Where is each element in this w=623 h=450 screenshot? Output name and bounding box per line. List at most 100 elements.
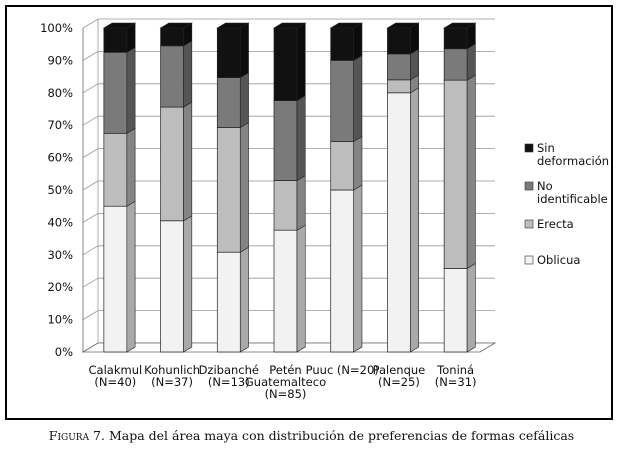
bar-segment — [330, 27, 355, 61]
x-category-label: (N=37) — [151, 375, 193, 389]
y-tick-label: 20% — [47, 280, 73, 294]
bar-segment — [443, 79, 468, 269]
bar-segment-side — [296, 175, 306, 231]
bar-top — [216, 22, 250, 29]
bar-segment — [273, 180, 298, 231]
bar-segment-side — [353, 54, 363, 142]
bar-segment-side — [239, 121, 249, 253]
y-tick-label: 70% — [47, 118, 73, 132]
x-category-label: Guatemalteco — [245, 375, 326, 389]
bar-segment — [273, 229, 298, 353]
bar-segment — [160, 45, 184, 108]
bar-segment — [160, 106, 184, 222]
gridline-depth — [82, 148, 99, 158]
bar-segment — [160, 27, 184, 47]
bar-segment-side — [353, 22, 363, 61]
legend-swatch — [524, 143, 534, 153]
x-category-label: Calakmul — [89, 363, 143, 377]
y-tick-label: 80% — [47, 86, 73, 100]
legend-swatch — [524, 219, 534, 229]
bar-top — [329, 22, 364, 29]
bars — [102, 22, 477, 353]
bar-segment — [103, 27, 128, 53]
gridline-depth — [82, 310, 99, 320]
bar-segment — [330, 189, 355, 353]
bar-segment-side — [353, 135, 363, 191]
bar-segment-side — [239, 246, 249, 353]
x-category-label: Dzibanché — [199, 363, 259, 377]
bar-segment — [387, 92, 411, 353]
bar-top — [102, 22, 137, 29]
y-tick-label: 30% — [47, 248, 73, 262]
bar-segment — [216, 127, 241, 253]
bar-segment — [216, 77, 241, 128]
x-category-label: Toniná — [436, 363, 474, 377]
bar-segment — [103, 205, 128, 353]
bar-segment-side — [126, 200, 136, 353]
y-tick-label: 90% — [47, 53, 73, 67]
bar-segment — [160, 220, 184, 353]
bar-segment — [443, 27, 468, 50]
bar-segment — [330, 141, 355, 191]
legend-label: deformación — [537, 154, 609, 168]
bar-segment — [330, 60, 355, 142]
bar-top — [443, 22, 477, 29]
bar-segment — [387, 27, 411, 55]
bar-segment — [387, 53, 411, 81]
y-tick-label: 100% — [40, 21, 73, 35]
bar-segment-side — [183, 215, 193, 353]
gridline-depth — [82, 245, 99, 256]
bar-segment-side — [410, 87, 419, 353]
bar-segment-side — [466, 74, 476, 269]
y-tick-label: 40% — [47, 215, 73, 229]
x-category-label: (N=25) — [378, 375, 420, 389]
bar-segment — [443, 268, 468, 353]
x-category-label: Puuc (N=20) — [306, 363, 379, 377]
x-category-label: Palenque — [373, 363, 426, 377]
x-category-label: Kohunlich — [144, 363, 200, 377]
y-tick-label: 10% — [47, 313, 73, 327]
bar-segment-side — [466, 262, 476, 353]
bar-segment-side — [126, 46, 136, 134]
bar-segment-side — [296, 22, 306, 102]
bar-segment-side — [183, 101, 193, 222]
bar-segment-side — [353, 184, 363, 353]
bar-segment — [216, 27, 241, 78]
legend-swatch — [524, 181, 534, 191]
bar-segment — [216, 251, 241, 353]
x-category-label: (N=31) — [435, 375, 477, 389]
gridline-depth — [82, 51, 99, 61]
bar-segment-side — [296, 95, 306, 182]
x-category-label: Petén — [269, 363, 301, 377]
bar-segment-side — [466, 43, 476, 81]
x-axis-labels: Calakmul(N=40) Kohunlich(N=37) Dzibanché (N… — [89, 363, 477, 401]
legend-label: Oblicua — [537, 253, 580, 267]
bar-segment — [273, 100, 298, 181]
bar-segment — [273, 27, 298, 101]
bar-top — [272, 22, 307, 29]
gridline-depth — [82, 115, 99, 126]
legend-label: Sin — [537, 141, 555, 155]
figure-caption: Figura 7. Mapa del área maya con distrib… — [0, 428, 623, 443]
bar-segment-side — [183, 40, 193, 108]
stacked-bar-chart: 0% 10% 20% 30% 40% 50% 60% 70% 80% 90% 100% Calakm… — [40, 18, 609, 401]
legend-label: Erecta — [537, 217, 574, 231]
bar-segment-side — [410, 22, 419, 55]
bar-segment — [103, 51, 128, 134]
gridline-depth — [82, 180, 99, 191]
gridline-depth — [82, 18, 99, 29]
gridline-depth — [82, 277, 99, 288]
gridline-depth — [82, 83, 99, 94]
bar-segment — [103, 132, 128, 207]
bar-segment — [443, 48, 468, 81]
y-tick-label: 50% — [47, 183, 73, 197]
x-category-label: (N=40) — [94, 375, 136, 389]
figure-label: Figura 7. — [48, 428, 105, 443]
gridline-depth — [82, 213, 99, 223]
x-category-label: (N=85) — [265, 387, 307, 401]
bar-segment-side — [296, 224, 306, 353]
bar-top — [386, 22, 420, 29]
bar-segment-side — [410, 48, 419, 81]
y-tick-label: 0% — [55, 345, 73, 359]
